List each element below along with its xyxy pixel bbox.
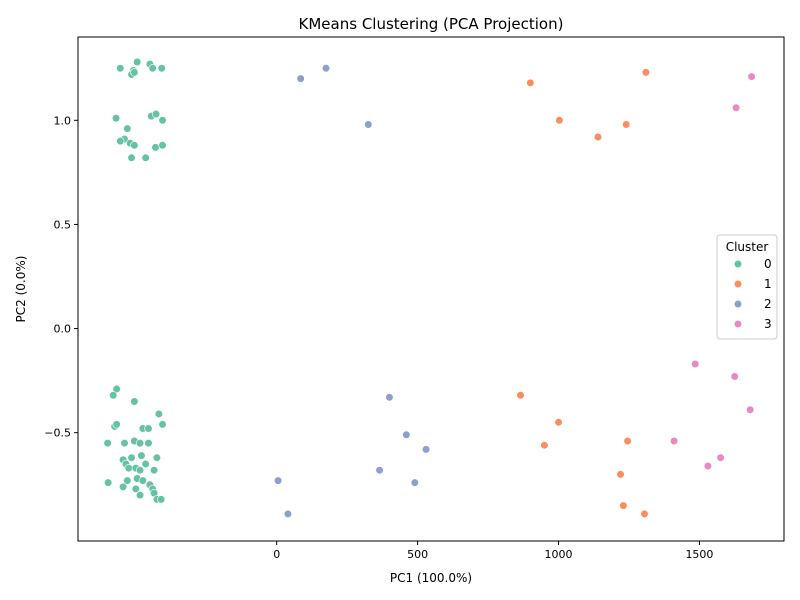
- data-point-cluster-0: [151, 109, 161, 119]
- data-point-cluster-0: [130, 68, 139, 77]
- data-point-cluster-0: [130, 397, 139, 406]
- data-point-cluster-0: [118, 482, 128, 491]
- data-point-cluster-2: [364, 120, 373, 129]
- data-point-cluster-1: [526, 78, 535, 87]
- legend-label-2: 2: [764, 297, 772, 311]
- data-point-cluster-0: [137, 451, 146, 460]
- data-point-cluster-3: [746, 405, 755, 414]
- data-point-cluster-0: [109, 391, 118, 400]
- data-point-cluster-0: [135, 491, 145, 500]
- y-tick-label: −0.5: [44, 427, 71, 440]
- data-point-cluster-3: [716, 453, 725, 462]
- data-point-cluster-0: [112, 420, 121, 429]
- legend-marker-0: [733, 259, 743, 269]
- data-point-cluster-0: [154, 409, 163, 419]
- data-point-cluster-1: [516, 391, 525, 400]
- data-point-cluster-1: [554, 418, 563, 427]
- data-point-cluster-0: [116, 137, 125, 146]
- data-point-cluster-0: [123, 124, 132, 133]
- data-point-cluster-1: [641, 68, 651, 77]
- data-point-cluster-0: [152, 453, 162, 462]
- x-tick-label: 0: [273, 548, 280, 561]
- data-point-cluster-0: [133, 57, 142, 67]
- x-axis-label: PC1 (100.0%): [390, 571, 472, 585]
- data-point-cluster-0: [116, 64, 125, 73]
- data-point-cluster-3: [730, 372, 739, 381]
- legend-box: [716, 234, 778, 340]
- legend-marker-2: [733, 299, 743, 309]
- data-point-cluster-3: [703, 461, 713, 471]
- data-point-cluster-0: [131, 484, 140, 494]
- plot-frame: [77, 36, 785, 542]
- x-tick-label: 1000: [545, 548, 573, 561]
- chart-title: KMeans Clustering (PCA Projection): [299, 15, 564, 33]
- data-point-cluster-0: [130, 141, 139, 150]
- data-point-cluster-0: [103, 439, 112, 448]
- x-tick-label: 1500: [685, 548, 713, 561]
- data-point-cluster-0: [104, 478, 113, 487]
- legend-label-3: 3: [764, 317, 772, 331]
- data-point-cluster-1: [555, 116, 564, 125]
- data-point-cluster-1: [623, 436, 632, 446]
- data-point-cluster-2: [421, 445, 431, 454]
- data-point-cluster-0: [141, 153, 150, 162]
- data-point-cluster-2: [321, 64, 331, 73]
- data-point-cluster-0: [157, 495, 166, 504]
- data-point-cluster-1: [540, 441, 549, 450]
- data-point-cluster-0: [127, 453, 136, 462]
- data-point-cluster-2: [283, 509, 293, 519]
- data-point-cluster-0: [120, 439, 129, 448]
- data-point-cluster-0: [148, 64, 157, 73]
- data-point-cluster-3: [747, 72, 756, 81]
- legend-label-1: 1: [764, 277, 772, 291]
- data-point-cluster-0: [135, 466, 145, 475]
- data-point-cluster-0: [138, 476, 147, 485]
- legend-label-0: 0: [764, 257, 772, 271]
- data-point-cluster-0: [127, 153, 136, 162]
- data-point-cluster-1: [616, 470, 625, 479]
- y-axis-label: PC2 (0.0%): [14, 256, 28, 323]
- data-point-cluster-0: [111, 114, 121, 123]
- data-point-cluster-0: [135, 439, 145, 448]
- data-point-cluster-1: [593, 132, 603, 142]
- data-point-cluster-2: [402, 430, 411, 439]
- data-point-cluster-1: [619, 501, 628, 510]
- data-point-cluster-3: [691, 359, 700, 369]
- data-point-cluster-2: [274, 476, 283, 485]
- legend: Cluster 0 1 2 3: [716, 234, 778, 340]
- data-point-cluster-0: [112, 384, 121, 394]
- y-tick-label: 0.0: [54, 323, 72, 336]
- data-point-cluster-2: [410, 478, 419, 487]
- plot-area: [103, 57, 756, 519]
- legend-marker-1: [733, 279, 743, 289]
- legend-title: Cluster: [726, 240, 769, 254]
- data-point-cluster-0: [149, 466, 159, 475]
- data-point-cluster-0: [141, 459, 150, 469]
- data-point-cluster-0: [158, 116, 167, 125]
- data-point-cluster-0: [157, 64, 166, 73]
- data-point-cluster-2: [296, 74, 305, 83]
- data-point-cluster-0: [123, 476, 132, 485]
- data-point-cluster-0: [158, 420, 167, 429]
- data-point-cluster-3: [669, 436, 679, 446]
- data-point-cluster-0: [124, 464, 133, 473]
- data-point-cluster-0: [151, 143, 160, 152]
- data-point-cluster-1: [622, 120, 631, 129]
- y-tick-label: 0.5: [54, 218, 72, 231]
- data-point-cluster-1: [640, 509, 649, 519]
- legend-marker-3: [733, 319, 743, 329]
- data-point-cluster-2: [375, 466, 384, 475]
- data-point-cluster-3: [731, 103, 741, 112]
- data-point-cluster-0: [158, 141, 167, 150]
- data-point-cluster-0: [144, 439, 153, 448]
- x-tick-label: 500: [407, 548, 428, 561]
- data-point-cluster-0: [144, 424, 153, 433]
- data-point-cluster-2: [385, 393, 394, 402]
- y-tick-label: 1.0: [54, 114, 72, 127]
